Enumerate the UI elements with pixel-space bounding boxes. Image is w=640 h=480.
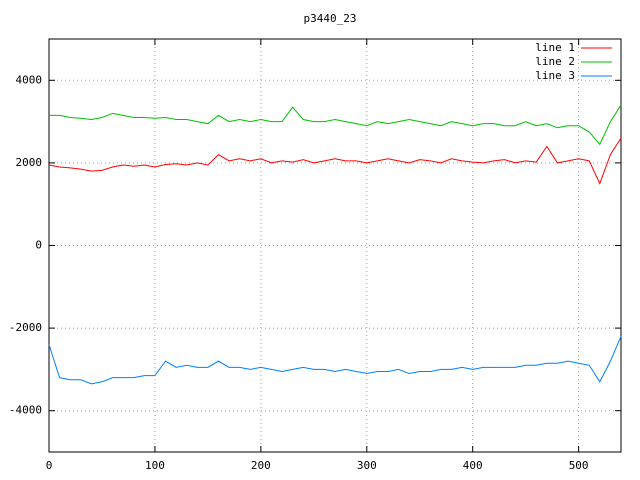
y-tick-label: 4000	[16, 73, 43, 86]
series-line	[49, 104, 622, 146]
x-tick-label: 200	[251, 459, 271, 472]
y-tick-label: -2000	[9, 321, 42, 334]
legend-label: line 3	[535, 69, 575, 82]
y-tick-label: 2000	[16, 156, 43, 169]
x-tick-label: 0	[46, 459, 53, 472]
plot-border	[48, 38, 622, 453]
legend-label: line 1	[535, 41, 575, 54]
legend-label: line 2	[535, 55, 575, 68]
x-tick-label: 300	[357, 459, 377, 472]
x-tick-label: 500	[569, 459, 589, 472]
series-line	[48, 137, 622, 185]
x-tick-label: 400	[463, 459, 483, 472]
x-tick-label: 100	[145, 459, 165, 472]
chart-title: p3440_23	[304, 12, 357, 25]
series-line	[48, 336, 622, 385]
y-tick-label: 0	[35, 239, 42, 252]
y-tick-label: -4000	[9, 404, 42, 417]
